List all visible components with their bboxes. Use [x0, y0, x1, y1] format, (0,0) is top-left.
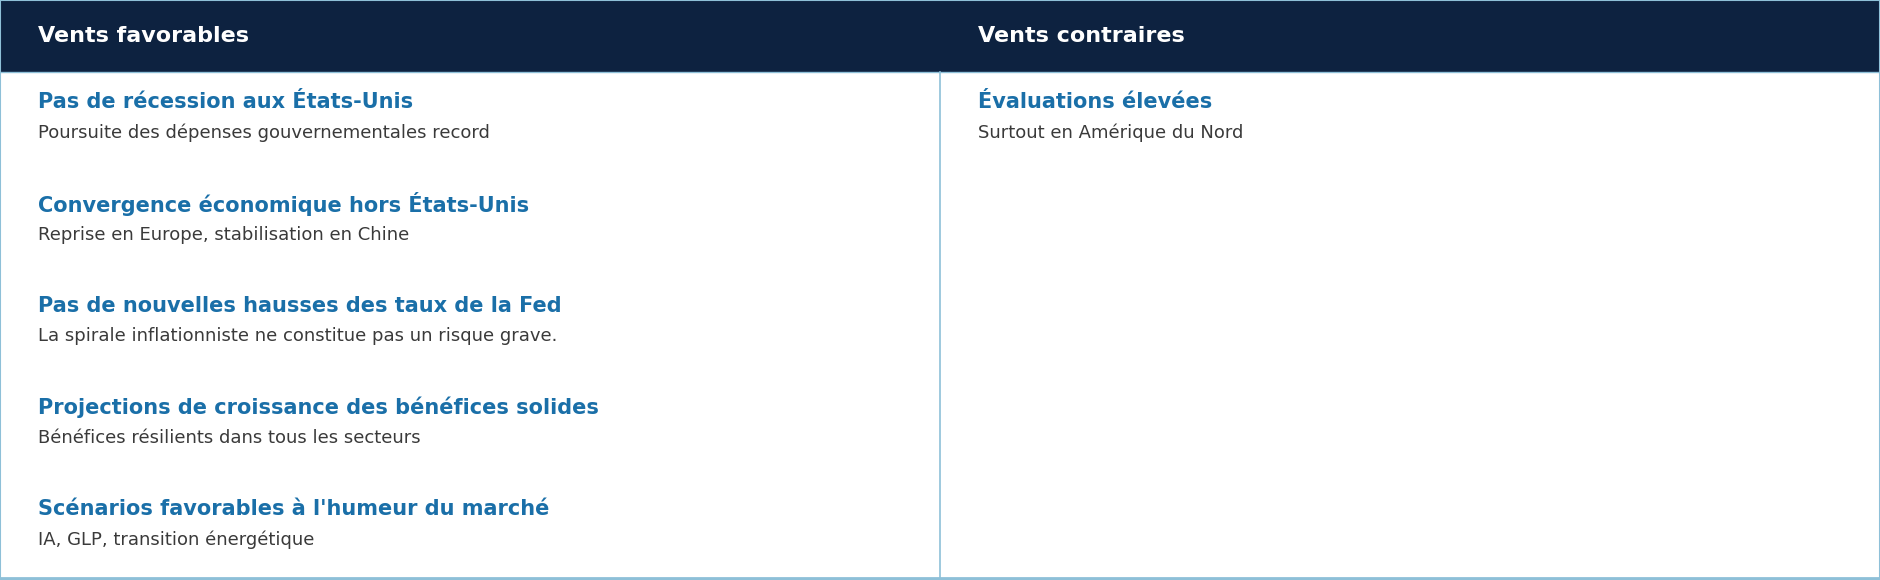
Bar [940, 0, 1880, 72]
Text: Poursuite des dépenses gouvernementales record: Poursuite des dépenses gouvernementales … [38, 124, 491, 142]
Text: Vents contraires: Vents contraires [978, 26, 1184, 46]
Text: Pas de nouvelles hausses des taux de la Fed: Pas de nouvelles hausses des taux de la … [38, 296, 562, 316]
Bar [0, 0, 940, 72]
Text: Reprise en Europe, stabilisation en Chine: Reprise en Europe, stabilisation en Chin… [38, 226, 410, 244]
Text: Surtout en Amérique du Nord: Surtout en Amérique du Nord [978, 124, 1243, 142]
Text: IA, GLP, transition énergétique: IA, GLP, transition énergétique [38, 530, 314, 549]
Text: Convergence économique hors États-Unis: Convergence économique hors États-Unis [38, 192, 528, 216]
Text: La spirale inflationniste ne constitue pas un risque grave.: La spirale inflationniste ne constitue p… [38, 327, 556, 345]
Text: Vents favorables: Vents favorables [38, 26, 248, 46]
Text: Bénéfices résilients dans tous les secteurs: Bénéfices résilients dans tous les secte… [38, 429, 421, 447]
Text: Pas de récession aux États-Unis: Pas de récession aux États-Unis [38, 92, 414, 113]
Text: Scénarios favorables à l'humeur du marché: Scénarios favorables à l'humeur du march… [38, 499, 549, 519]
Text: Évaluations élevées: Évaluations élevées [978, 92, 1213, 113]
Text: Projections de croissance des bénéfices solides: Projections de croissance des bénéfices … [38, 397, 600, 418]
